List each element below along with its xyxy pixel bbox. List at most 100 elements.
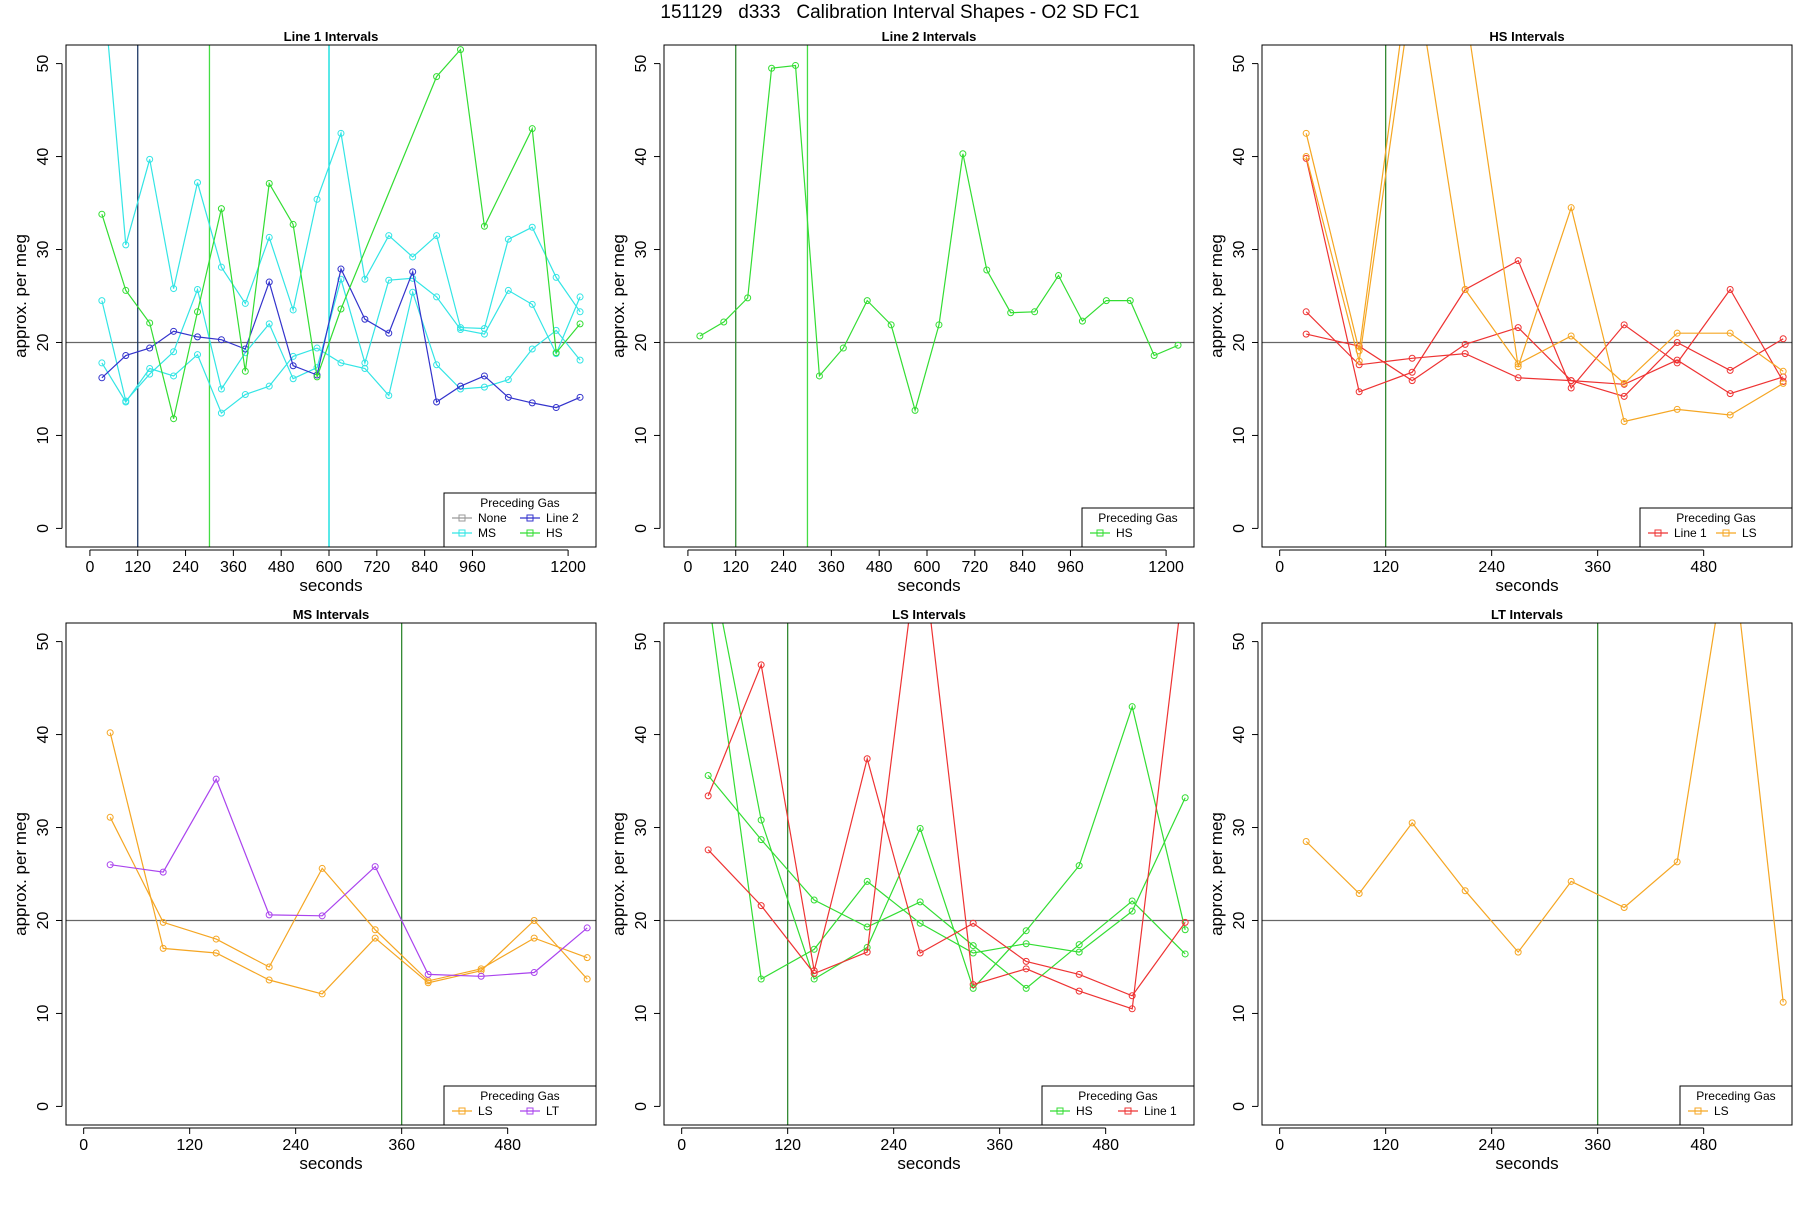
data-point bbox=[1022, 957, 1030, 965]
data-point bbox=[1075, 941, 1083, 949]
data-point bbox=[318, 864, 326, 872]
data-point bbox=[530, 969, 538, 977]
legend-title: Preceding Gas bbox=[1676, 511, 1755, 525]
data-point bbox=[576, 393, 584, 401]
x-tick-label: 360 bbox=[1584, 1137, 1611, 1154]
data-point bbox=[371, 863, 379, 871]
data-point bbox=[757, 902, 765, 910]
data-point bbox=[1181, 926, 1189, 934]
data-point bbox=[146, 365, 154, 373]
data-point bbox=[1408, 354, 1416, 362]
x-tick-label: 480 bbox=[1092, 1137, 1119, 1154]
data-point bbox=[1022, 927, 1030, 935]
data-point bbox=[371, 926, 379, 934]
legend-entry-label: HS bbox=[1116, 526, 1133, 540]
y-tick-label: 10 bbox=[633, 1004, 650, 1022]
data-point bbox=[1461, 887, 1469, 895]
data-point bbox=[337, 359, 345, 367]
data-point bbox=[583, 975, 591, 983]
data-point bbox=[217, 205, 225, 213]
data-point bbox=[969, 949, 977, 957]
data-point bbox=[457, 46, 465, 54]
y-axis-label: approx. per meg bbox=[11, 812, 30, 936]
data-point bbox=[289, 362, 297, 370]
x-tick-label: 600 bbox=[316, 559, 343, 576]
legend-entry-label: LS bbox=[478, 1104, 493, 1118]
data-point bbox=[433, 232, 441, 240]
data-point bbox=[1726, 366, 1734, 374]
series-line bbox=[110, 777, 588, 977]
legend-swatch-marker bbox=[458, 529, 466, 537]
data-point bbox=[241, 391, 249, 399]
legend-title: Preceding Gas bbox=[480, 1089, 559, 1103]
x-tick-label: 480 bbox=[1690, 559, 1717, 576]
data-point bbox=[744, 294, 752, 302]
plot-area bbox=[1262, 45, 1792, 547]
legend-entry-label: LT bbox=[546, 1104, 560, 1118]
data-point bbox=[552, 404, 560, 412]
x-tick-label: 960 bbox=[459, 559, 486, 576]
x-tick-label: 480 bbox=[1690, 1137, 1717, 1154]
data-point bbox=[1302, 330, 1310, 338]
data-point bbox=[361, 275, 369, 283]
data-point bbox=[424, 970, 432, 978]
legend-title: Preceding Gas bbox=[1696, 1089, 1775, 1103]
x-tick-label: 240 bbox=[172, 559, 199, 576]
data-point bbox=[457, 325, 465, 333]
data-point bbox=[1022, 940, 1030, 948]
legend-entry-label: HS bbox=[546, 526, 563, 540]
data-point bbox=[424, 979, 432, 987]
legend-entry-label: Line 1 bbox=[1674, 526, 1707, 540]
data-point bbox=[477, 965, 485, 973]
series-line bbox=[722, 623, 1186, 990]
data-point bbox=[265, 320, 273, 328]
data-point bbox=[1302, 308, 1310, 316]
data-point bbox=[289, 375, 297, 383]
x-tick-label: 480 bbox=[494, 1137, 521, 1154]
data-point bbox=[696, 332, 704, 340]
series-line bbox=[109, 817, 588, 982]
data-point bbox=[424, 977, 432, 985]
data-point bbox=[757, 975, 765, 983]
data-point bbox=[839, 344, 847, 352]
data-point bbox=[1779, 367, 1787, 375]
data-point bbox=[1726, 329, 1734, 337]
y-tick-label: 30 bbox=[633, 819, 650, 837]
data-point bbox=[480, 372, 488, 380]
data-point bbox=[98, 374, 106, 382]
data-point bbox=[576, 320, 584, 328]
data-point bbox=[265, 911, 273, 919]
x-tick-label: 600 bbox=[914, 559, 941, 576]
data-point bbox=[385, 391, 393, 399]
data-point bbox=[170, 327, 178, 335]
data-point bbox=[704, 846, 712, 854]
data-point bbox=[1673, 356, 1681, 364]
x-tick-label: 120 bbox=[774, 1137, 801, 1154]
data-point bbox=[217, 385, 225, 393]
legend-entry-label: HS bbox=[1076, 1104, 1093, 1118]
y-tick-label: 0 bbox=[633, 1102, 650, 1111]
x-axis-label: seconds bbox=[1495, 1154, 1558, 1173]
legend-swatch-marker bbox=[1694, 1107, 1702, 1115]
data-point bbox=[1620, 392, 1628, 400]
data-point bbox=[457, 324, 465, 332]
series-line bbox=[707, 662, 1186, 997]
data-point bbox=[1673, 858, 1681, 866]
data-point bbox=[504, 376, 512, 384]
data-point bbox=[1128, 703, 1136, 711]
x-axis-label: seconds bbox=[1495, 576, 1558, 595]
x-tick-label: 120 bbox=[1372, 559, 1399, 576]
data-point bbox=[1567, 332, 1575, 340]
plot-frame bbox=[65, 44, 597, 548]
data-point bbox=[792, 61, 800, 69]
data-point bbox=[480, 222, 488, 230]
data-point bbox=[863, 877, 871, 885]
data-point bbox=[1726, 411, 1734, 419]
y-tick-label: 50 bbox=[35, 633, 52, 651]
data-point bbox=[1075, 862, 1083, 870]
series-line bbox=[699, 64, 1179, 413]
data-point bbox=[810, 945, 818, 953]
y-tick-label: 0 bbox=[35, 524, 52, 533]
